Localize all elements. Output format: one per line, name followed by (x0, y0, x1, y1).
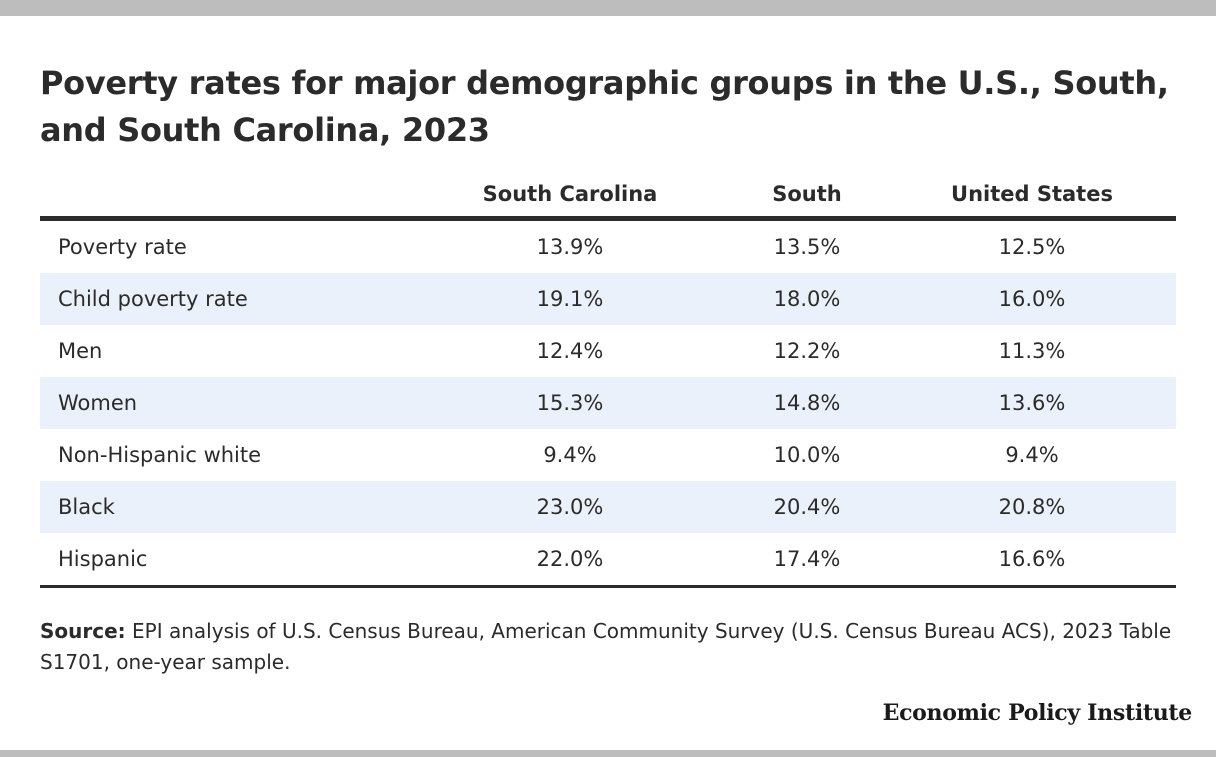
table-cell: 17.4% (773, 547, 841, 571)
table-cell: 19.1% (536, 287, 604, 311)
table-cell: 12.4% (536, 339, 604, 363)
table-cell: 16.6% (998, 547, 1066, 571)
table-row: Hispanic 22.0% 17.4% 16.6% (40, 533, 1176, 585)
row-label: Hispanic (58, 547, 148, 571)
table-header-row: South Carolina South United States (40, 170, 1176, 216)
source-note: Source: EPI analysis of U.S. Census Bure… (40, 616, 1190, 678)
table-cell: 16.0% (998, 287, 1066, 311)
column-header-south-carolina: South Carolina (482, 182, 658, 206)
table-cell: 20.4% (773, 495, 841, 519)
row-label: Men (58, 339, 103, 363)
column-header-south: South (772, 182, 842, 206)
table-row: Child poverty rate 19.1% 18.0% 16.0% (40, 273, 1176, 325)
bottom-frame-bar (0, 750, 1216, 757)
source-label: Source: (40, 619, 126, 643)
row-label: Poverty rate (58, 235, 187, 259)
table-cell: 22.0% (536, 547, 604, 571)
table-cell: 13.9% (536, 235, 604, 259)
table-cell: 13.6% (998, 391, 1066, 415)
table-row: Men 12.4% 12.2% 11.3% (40, 325, 1176, 377)
row-label: Black (58, 495, 115, 519)
table-row: Black 23.0% 20.4% 20.8% (40, 481, 1176, 533)
header-rule (40, 216, 1176, 221)
table-cell: 23.0% (536, 495, 604, 519)
source-text: EPI analysis of U.S. Census Bureau, Amer… (40, 619, 1172, 674)
row-label: Women (58, 391, 138, 415)
row-label: Non-Hispanic white (58, 443, 262, 467)
table-cell: 9.4% (543, 443, 597, 467)
table-cell: 20.8% (998, 495, 1066, 519)
table-row: Non-Hispanic white 9.4% 10.0% 9.4% (40, 429, 1176, 481)
table-cell: 9.4% (1005, 443, 1059, 467)
bottom-rule (40, 585, 1176, 588)
table-cell: 10.0% (773, 443, 841, 467)
table-cell: 12.5% (998, 235, 1066, 259)
table-cell: 18.0% (773, 287, 841, 311)
table-cell: 11.3% (998, 339, 1066, 363)
chart-title: Poverty rates for major demographic grou… (40, 64, 1169, 149)
table-cell: 14.8% (773, 391, 841, 415)
table-cell: 12.2% (773, 339, 841, 363)
brand-wordmark: Economic Policy Institute (882, 700, 1193, 726)
table-cell: 13.5% (773, 235, 841, 259)
top-frame-bar (0, 0, 1216, 16)
row-label: Child poverty rate (58, 287, 248, 311)
table-row: Poverty rate 13.9% 13.5% 12.5% (40, 221, 1176, 273)
data-table: South Carolina South United States Pover… (40, 170, 1176, 588)
table-cell: 15.3% (536, 391, 604, 415)
column-header-united-states: United States (951, 182, 1113, 206)
table-row: Women 15.3% 14.8% 13.6% (40, 377, 1176, 429)
